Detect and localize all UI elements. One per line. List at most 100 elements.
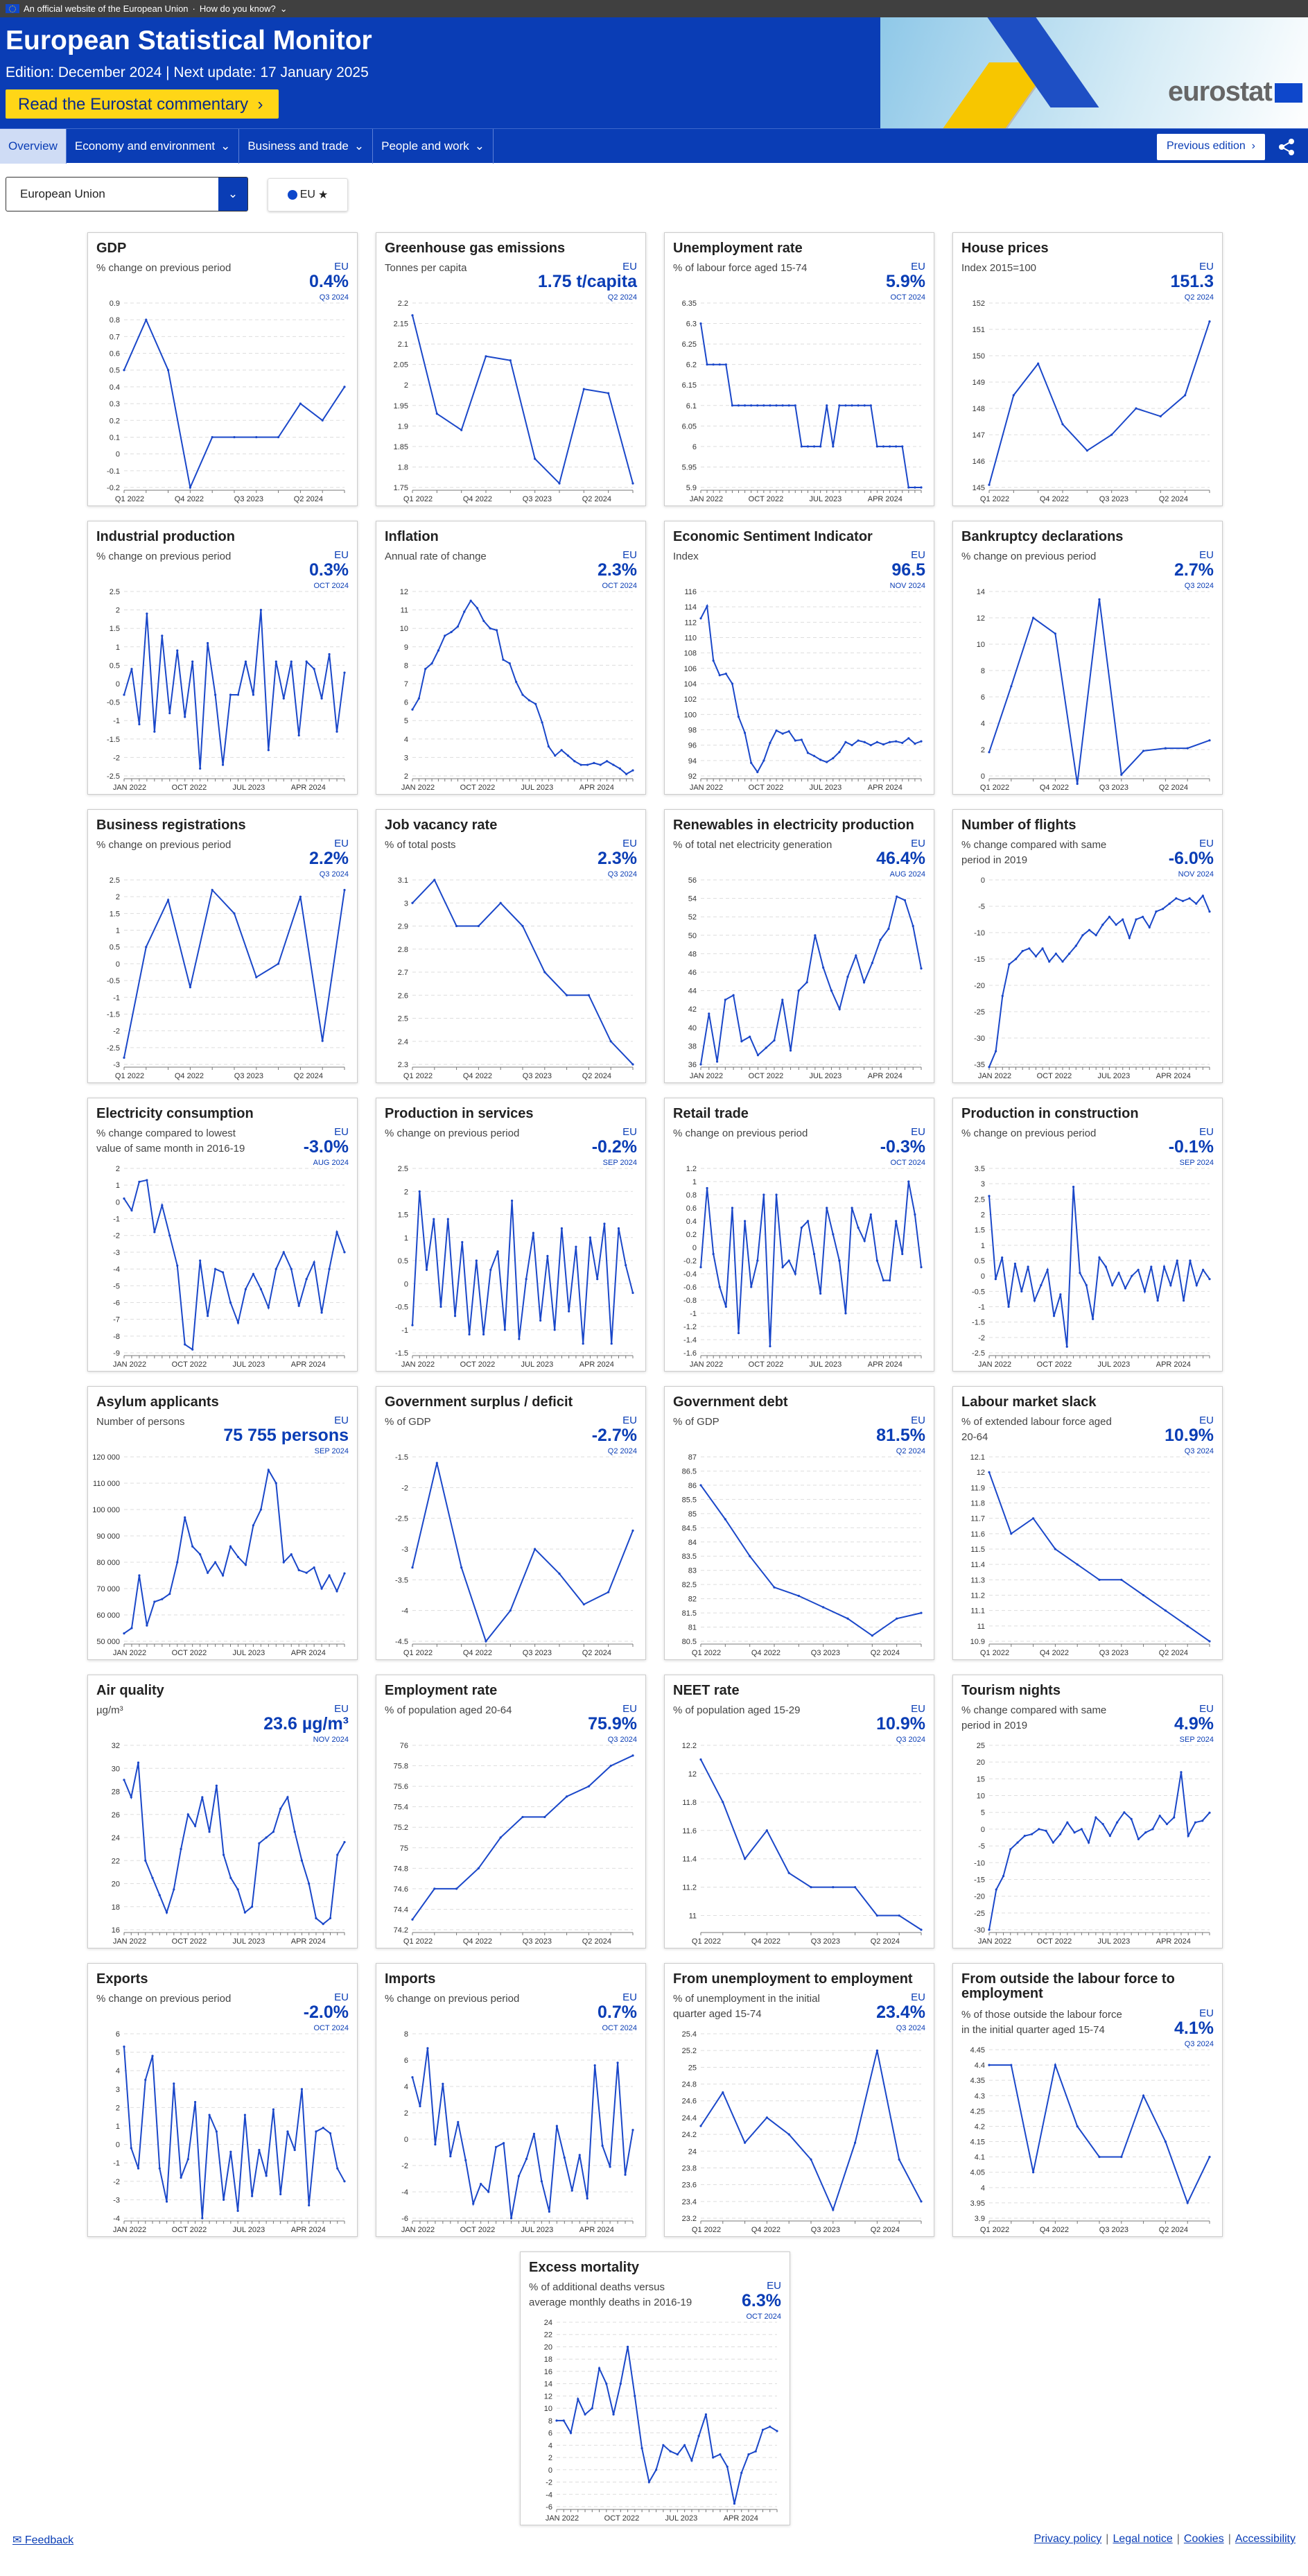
y-tick-label: -1 [113, 2159, 120, 2168]
commentary-button[interactable]: Read the Eurostat commentary › [6, 89, 279, 119]
y-tick-label: 83 [688, 1567, 697, 1575]
y-tick-label: 1.5 [110, 910, 120, 918]
data-point [1122, 918, 1124, 921]
latest-value: 5.9% [886, 272, 925, 291]
indicator-card-job-vacancy-rate[interactable]: Job vacancy rate % of total posts EU 2.3% Q3… [376, 809, 646, 1083]
indicator-card-industrial-production[interactable]: Industrial production % change on previou… [87, 521, 358, 795]
indicator-card-gdp[interactable]: GDP % change on previous period EU 0.4% Q3 2… [87, 232, 358, 506]
data-point [184, 1343, 186, 1346]
cookies-link[interactable]: Cookies [1183, 2533, 1224, 2545]
indicator-card-house-prices[interactable]: House prices Index 2015=100 EU 151.3 Q2 2024… [952, 232, 1223, 506]
indicator-card-air-quality[interactable]: Air quality µg/m³ EU 23.6 µg/m³ NOV 2024 16 18… [87, 1675, 358, 1948]
data-point [495, 2145, 498, 2148]
indicator-card-economic-sentiment-indicator[interactable]: Economic Sentiment Indicator Index EU 96.5 N… [664, 521, 934, 795]
reference-period: Q3 2024 [896, 2024, 925, 2032]
tab-overview[interactable]: Overview [0, 128, 67, 164]
y-tick-label: 150 [973, 352, 985, 361]
indicator-card-government-debt[interactable]: Government debt% of GDP EU 81.5% Q2 2024 80.… [664, 1386, 934, 1660]
latest-value: -6.0% [1168, 849, 1214, 868]
indicator-card-exports[interactable]: Exports % change on previous period EU -2.0… [87, 1963, 358, 2237]
data-point [199, 1553, 202, 1556]
indicator-card-tourism-nights[interactable]: Tourism nights % change compared with sam… [952, 1675, 1223, 1948]
indicator-card-unemployment-rate[interactable]: Unemployment rate % of labour force aged … [664, 232, 934, 506]
tab-economy-environment[interactable]: Economy and environment ⌄ [67, 128, 240, 164]
indicator-card-employment-rate[interactable]: Employment rate % of population aged 20-6… [376, 1675, 646, 1948]
indicator-card-production-in-services[interactable]: Production in services % change on previo… [376, 1098, 646, 1372]
data-point [1088, 928, 1091, 931]
indicator-card-electricity-consumption[interactable]: Electricity consumption % change compared… [87, 1098, 358, 1372]
indicator-card-bankruptcy-declarations[interactable]: Bankruptcy declarations % change on previ… [952, 521, 1223, 795]
indicator-card-from-unemployment-to-employment[interactable]: From unemployment to employment % of unem… [664, 1963, 934, 2237]
indicator-card-imports[interactable]: Imports % change on previous period EU 0.7%… [376, 1963, 646, 2237]
card-title: NEET rate [673, 1683, 740, 1698]
country-select[interactable]: European Union ⌄ [6, 177, 248, 211]
data-point [560, 749, 563, 752]
indicator-card-business-registrations[interactable]: Business registrations % change on previo… [87, 809, 358, 1083]
tab-people-work[interactable]: People and work ⌄ [373, 128, 494, 164]
indicator-card-neet-rate[interactable]: NEET rate % of population aged 15-29 EU 10.… [664, 1675, 934, 1948]
data-point [773, 1586, 776, 1589]
x-tick-label: Q2 2024 [582, 1937, 611, 1946]
eurostat-logo[interactable]: eurostat [1168, 76, 1302, 107]
indicator-card-number-of-flights[interactable]: Number of flights % change compared with … [952, 809, 1223, 1083]
series-line [412, 1462, 634, 1643]
indicator-card-from-outside-the-labour-force-to-employment[interactable]: From outside the labour force to employm… [952, 1963, 1223, 2237]
latest-value: -0.2% [591, 1137, 637, 1157]
data-point [879, 938, 882, 942]
data-point [1098, 1578, 1101, 1581]
data-point [812, 754, 816, 757]
y-tick-label: 5.95 [682, 463, 697, 472]
x-tick-label: APR 2024 [868, 495, 902, 503]
indicator-card-excess-mortality[interactable]: Excess mortality % of additional deaths v… [520, 2251, 790, 2525]
how-do-you-know-link[interactable]: How do you know? [199, 3, 276, 14]
x-tick-label: Q1 2022 [403, 495, 433, 503]
data-point [343, 1572, 346, 1575]
y-tick-label: 80.5 [682, 1638, 697, 1646]
y-tick-label: 4 [404, 2083, 408, 2091]
data-point [418, 1190, 421, 1193]
indicator-card-government-surplus-deficit[interactable]: Government surplus / deficit% of GDP EU -2… [376, 1386, 646, 1660]
indicator-card-inflation[interactable]: Inflation Annual rate of change EU 2.3% OCT … [376, 521, 646, 795]
data-point [300, 1859, 304, 1862]
y-tick-label: 23.6 [682, 2181, 697, 2190]
y-tick-label: 0 [692, 1244, 697, 1252]
data-point [308, 1882, 311, 1885]
y-tick-label: 9 [404, 643, 408, 652]
page-title: European Statistical Monitor [6, 26, 372, 55]
data-point [165, 1911, 168, 1914]
data-point [1032, 1517, 1035, 1520]
share-icon[interactable] [1273, 134, 1300, 160]
indicator-card-production-in-construction[interactable]: Production in construction % change on pr… [952, 1098, 1223, 1372]
data-point [1187, 1834, 1189, 1838]
x-tick-label: JAN 2022 [690, 1360, 723, 1369]
indicator-card-labour-market-slack[interactable]: Labour market slack % of extended labour … [952, 1386, 1223, 1660]
accessibility-link[interactable]: Accessibility [1235, 2533, 1296, 2545]
indicator-card-greenhouse-gas-emissions[interactable]: Greenhouse gas emissions Tonnes per capit… [376, 232, 646, 506]
eu-aggregate-button[interactable]: EU ★ [268, 178, 348, 211]
privacy-policy-link[interactable]: Privacy policy [1034, 2533, 1102, 2545]
data-point [555, 2125, 558, 2127]
series-line [988, 1186, 1210, 1347]
data-point [609, 1040, 612, 1043]
reference-period: OCT 2024 [313, 2024, 349, 2032]
data-point [749, 1035, 751, 1038]
data-point [765, 2116, 768, 2119]
data-point [455, 924, 458, 928]
indicator-card-retail-trade[interactable]: Retail trade % change on previous period E… [664, 1098, 934, 1372]
indicator-card-asylum-applicants[interactable]: Asylum applicants Number of persons EU 75 7… [87, 1386, 358, 1660]
data-point [258, 1842, 261, 1844]
tab-business-trade[interactable]: Business and trade ⌄ [239, 128, 374, 164]
data-point [1117, 1272, 1120, 1274]
data-point [534, 1548, 537, 1550]
data-point [343, 671, 346, 674]
data-point [573, 760, 576, 763]
feedback-link[interactable]: ✉ Feedback [12, 2533, 73, 2547]
x-tick-label: APR 2024 [291, 1937, 326, 1946]
previous-edition-button[interactable]: Previous edition › [1156, 134, 1265, 160]
series-line [988, 599, 1210, 784]
y-tick-label: 11.9 [970, 1484, 985, 1492]
data-point [607, 1591, 610, 1593]
legal-notice-link[interactable]: Legal notice [1113, 2533, 1173, 2545]
indicator-card-renewables-in-electricity-production[interactable]: Renewables in electricity production % of… [664, 809, 934, 1083]
data-point [587, 1785, 590, 1788]
